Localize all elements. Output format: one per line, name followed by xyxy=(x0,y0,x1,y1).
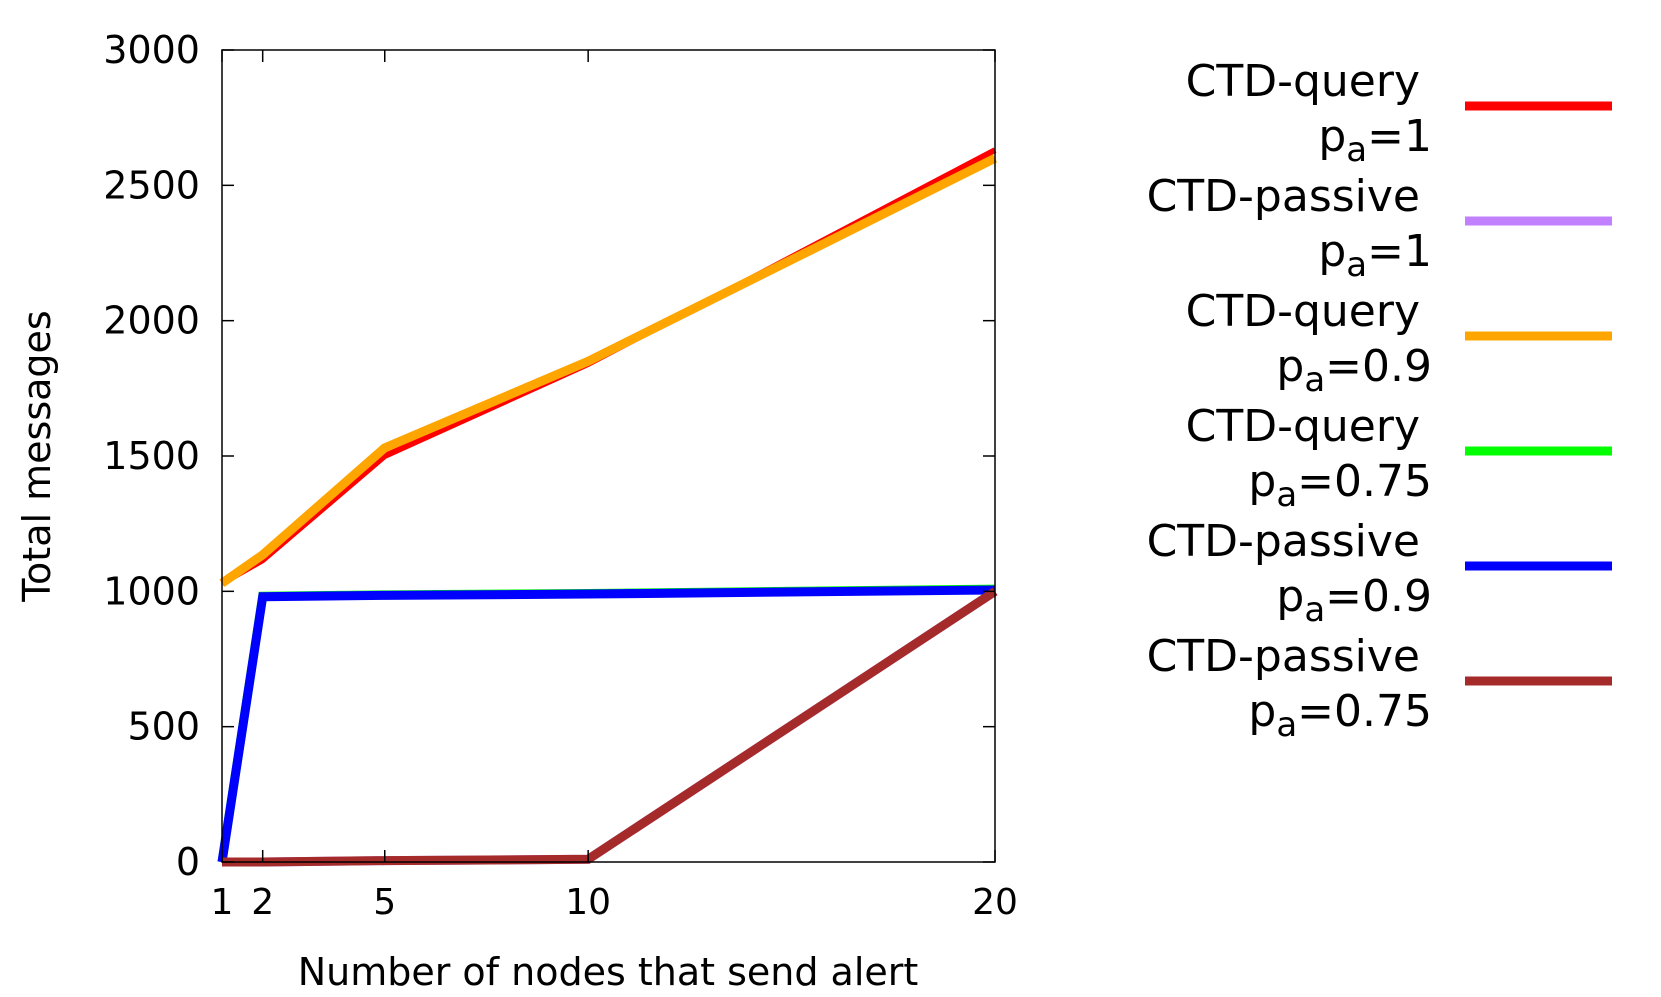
legend-label: CTD-passive xyxy=(1147,516,1420,567)
series-line-1 xyxy=(222,587,998,867)
y-tick-label: 1000 xyxy=(103,569,200,613)
y-axis-label: Total messages xyxy=(15,310,59,602)
legend-label: CTD-query xyxy=(1186,401,1420,452)
series-line-2 xyxy=(219,154,998,587)
y-tick-label: 2500 xyxy=(103,163,200,207)
legend-param: pa=0.75 xyxy=(1248,456,1432,515)
legend-label: CTD-query xyxy=(1186,286,1420,337)
series-line-4 xyxy=(217,585,996,863)
plot-frame xyxy=(221,49,996,863)
y-tick-label: 500 xyxy=(127,705,200,749)
series-line-3 xyxy=(217,584,996,863)
legend-label: CTD-passive xyxy=(1147,171,1420,222)
legend-param: pa=0.75 xyxy=(1248,686,1432,745)
legend-param: pa=0.9 xyxy=(1276,571,1432,630)
legend-param: pa=1 xyxy=(1318,111,1432,170)
x-tick-label: 1 xyxy=(211,882,234,923)
y-tick-label: 3000 xyxy=(103,28,200,72)
y-tick-label: 1500 xyxy=(103,434,200,478)
legend-param: pa=1 xyxy=(1318,226,1432,285)
x-tick-label: 5 xyxy=(373,882,396,923)
legend-label: CTD-query xyxy=(1186,56,1420,107)
x-tick-label: 2 xyxy=(251,882,274,923)
legend-label: CTD-passive xyxy=(1147,631,1420,682)
x-tick-label: 20 xyxy=(972,882,1018,923)
x-axis-label: Number of nodes that send alert xyxy=(298,950,919,994)
y-tick-label: 0 xyxy=(176,840,200,884)
legend-param: pa=0.9 xyxy=(1276,341,1432,400)
series-line-5 xyxy=(222,587,998,867)
x-tick-label: 10 xyxy=(565,882,611,923)
y-tick-label: 2000 xyxy=(103,299,200,343)
